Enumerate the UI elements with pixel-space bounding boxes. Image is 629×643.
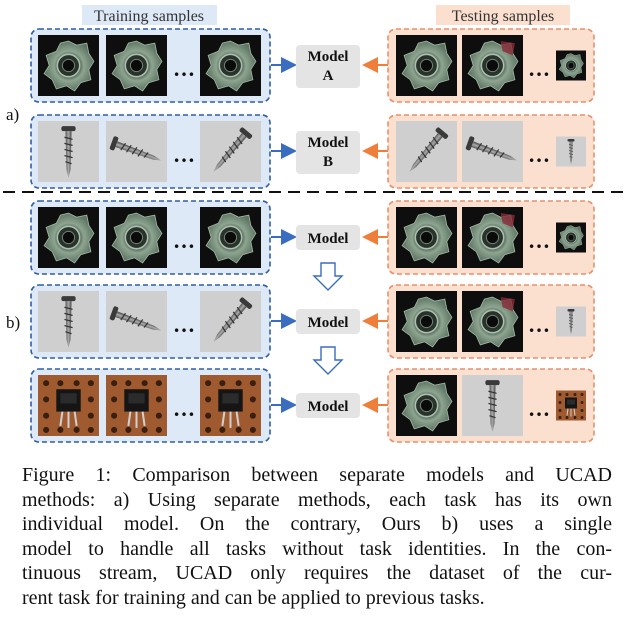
train-image-transistor	[38, 375, 99, 436]
model-label: Model	[308, 315, 349, 331]
test-image-nut	[556, 49, 586, 82]
down-arrow-icon	[312, 346, 344, 375]
test-image-nut	[396, 375, 457, 436]
train-image-screw	[106, 121, 167, 182]
test-image-screw	[462, 375, 523, 436]
test-image-screw	[462, 121, 523, 182]
b-row-1: … Model …	[30, 200, 595, 275]
testing-samples-label: Testing samples	[452, 8, 554, 25]
test-image-screw	[556, 135, 586, 168]
part-b-label: b)	[6, 313, 20, 332]
model-box	[296, 309, 360, 334]
model-box	[296, 393, 360, 418]
model-b-box	[296, 131, 360, 174]
test-image-screw	[396, 121, 457, 182]
ellipsis: …	[173, 228, 195, 253]
a-row-1: … Model A …	[30, 28, 595, 103]
test-image-nut	[396, 207, 457, 268]
test-image-nut	[396, 291, 457, 352]
model-a-box	[296, 45, 360, 88]
figure-caption: Figure 1: Comparison between separate mo…	[22, 463, 612, 611]
caption-line: tinuous stream, UCAD only requires the d…	[22, 562, 612, 585]
train-image-transistor	[106, 375, 167, 436]
test-image-nut-defect	[462, 207, 523, 268]
model-a-line2: A	[323, 68, 334, 84]
train-image-nut	[200, 35, 261, 96]
train-image-nut	[200, 207, 261, 268]
part-a-label: a)	[6, 105, 19, 124]
ellipsis: …	[528, 228, 550, 253]
train-image-screw	[200, 121, 261, 182]
b-row-3: … Model …	[30, 368, 595, 443]
model-b-line1: Model	[308, 135, 349, 151]
train-image-transistor	[200, 375, 261, 436]
test-image-screw	[556, 305, 586, 338]
caption-line: methods: a) Using separate methods, each…	[22, 488, 612, 511]
caption-line: Figure 1: Comparison between separate mo…	[22, 464, 612, 486]
ellipsis: …	[528, 396, 550, 421]
train-image-nut	[106, 35, 167, 96]
down-arrow-icon	[312, 262, 344, 291]
train-image-screw	[200, 291, 261, 352]
a-row-2: … Model B …	[30, 114, 595, 189]
model-label: Model	[308, 399, 349, 415]
training-label-bg	[82, 5, 217, 25]
train-image-nut	[106, 207, 167, 268]
train-image-nut	[38, 207, 99, 268]
ellipsis: …	[528, 312, 550, 337]
caption-line: individual model. On the contrary, Ours …	[22, 513, 612, 536]
ellipsis: …	[528, 142, 550, 167]
test-image-transistor	[556, 389, 586, 422]
model-label: Model	[308, 231, 349, 247]
testing-label-bg	[436, 5, 570, 25]
caption-line: model to handle all tasks without task i…	[22, 537, 612, 560]
model-b-line2: B	[323, 154, 333, 170]
training-samples-label: Training samples	[94, 8, 204, 25]
figure-diagram: Training samples Testing samples a) … Mo…	[3, 5, 626, 443]
train-image-screw	[106, 291, 167, 352]
ellipsis: …	[528, 56, 550, 81]
test-image-nut	[396, 35, 457, 96]
model-a-line1: Model	[308, 49, 349, 65]
model-box	[296, 225, 360, 250]
ellipsis: …	[173, 56, 195, 81]
b-row-2: … Model …	[30, 284, 595, 359]
test-image-nut	[556, 221, 586, 254]
test-image-nut-defect	[462, 291, 523, 352]
caption-line: rent task for training and can be applie…	[22, 586, 485, 609]
ellipsis: …	[173, 142, 195, 167]
ellipsis: …	[173, 396, 195, 421]
test-image-nut-defect	[462, 35, 523, 96]
train-image-nut	[38, 35, 99, 96]
ellipsis: …	[173, 312, 195, 337]
train-image-screw	[38, 121, 99, 182]
train-image-screw	[38, 291, 99, 352]
